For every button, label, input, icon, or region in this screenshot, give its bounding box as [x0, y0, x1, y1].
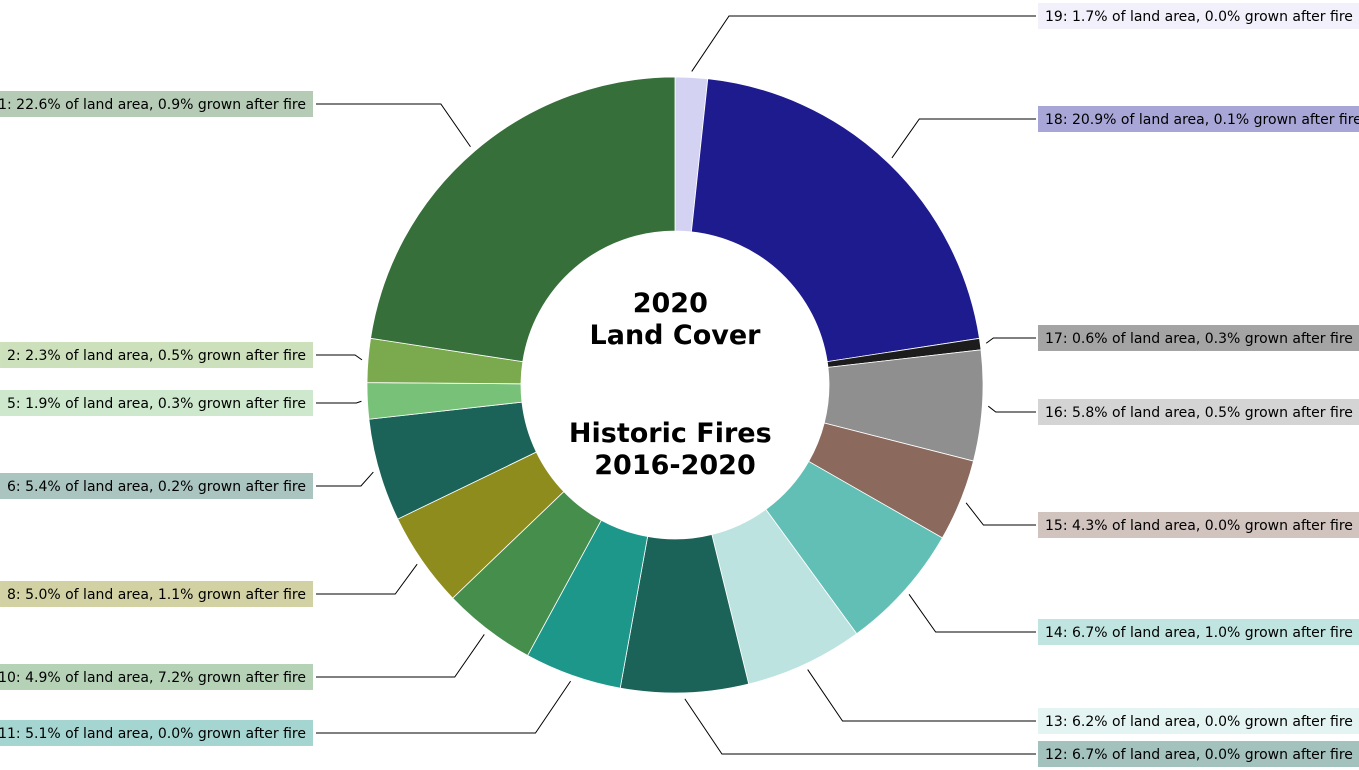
- leader-line-5: [316, 400, 362, 404]
- slice-label-box-11: [0, 720, 313, 746]
- center-title-top-line1: 2020: [633, 288, 708, 319]
- leader-line-8: [316, 563, 418, 595]
- slice-label-box-12: [1038, 741, 1359, 767]
- slice-label-box-1: [0, 91, 313, 117]
- slice-label-box-16: [1038, 399, 1359, 425]
- slice-label-18: 18: 20.9% of land area, 0.1% grown after…: [1038, 106, 1359, 132]
- slice-label-2: 2: 2.3% of land area, 0.5% grown after f…: [0, 342, 313, 368]
- leader-line-10: [316, 634, 485, 678]
- leader-line-16: [987, 405, 1036, 413]
- slice-label-text-5: 5: 1.9% of land area, 0.3% grown after f…: [7, 396, 306, 412]
- slice-label-1: 1: 22.6% of land area, 0.9% grown after …: [0, 91, 313, 117]
- slice-label-box-2: [0, 342, 313, 368]
- leader-line-18: [891, 118, 1036, 159]
- slice-label-10: 10: 4.9% of land area, 7.2% grown after …: [0, 664, 313, 690]
- slice-label-box-15: [1038, 512, 1359, 538]
- slice-label-text-6: 6: 5.4% of land area, 0.2% grown after f…: [7, 479, 306, 495]
- slice-label-12: 12: 6.7% of land area, 0.0% grown after …: [1038, 741, 1359, 767]
- slice-label-text-16: 16: 5.8% of land area, 0.5% grown after …: [1045, 405, 1353, 421]
- slice-label-text-15: 15: 4.3% of land area, 0.0% grown after …: [1045, 518, 1353, 534]
- leader-line-13: [807, 669, 1036, 722]
- slice-label-16: 16: 5.8% of land area, 0.5% grown after …: [1038, 399, 1359, 425]
- slice-label-text-13: 13: 6.2% of land area, 0.0% grown after …: [1045, 714, 1353, 730]
- slice-label-box-18: [1038, 106, 1359, 132]
- slice-label-box-5: [0, 390, 313, 416]
- leader-line-14: [908, 594, 1036, 633]
- slice-label-17: 17: 0.6% of land area, 0.3% grown after …: [1038, 325, 1359, 351]
- slice-label-text-2: 2: 2.3% of land area, 0.5% grown after f…: [7, 348, 306, 364]
- donut-wedges: [366, 76, 984, 694]
- slice-label-text-8: 8: 5.0% of land area, 1.1% grown after f…: [7, 587, 306, 603]
- leader-line-1: [316, 103, 471, 148]
- center-title-top: 2020 Land Cover: [590, 288, 762, 351]
- leader-line-15: [965, 502, 1036, 526]
- center-title-bottom: Historic Fires 2016-2020: [569, 418, 781, 481]
- slice-label-text-19: 19: 1.7% of land area, 0.0% grown after …: [1045, 9, 1353, 25]
- slice-label-text-17: 17: 0.6% of land area, 0.3% grown after …: [1045, 331, 1353, 347]
- slice-label-box-17: [1038, 325, 1359, 351]
- leader-line-2: [316, 354, 363, 361]
- slice-label-box-19: [1038, 3, 1359, 29]
- leader-line-17: [985, 337, 1036, 344]
- slice-label-text-14: 14: 6.7% of land area, 1.0% grown after …: [1045, 625, 1353, 641]
- slice-label-19: 19: 1.7% of land area, 0.0% grown after …: [1038, 3, 1359, 29]
- slice-label-14: 14: 6.7% of land area, 1.0% grown after …: [1038, 619, 1359, 645]
- wedge-1: [370, 76, 676, 363]
- slice-labels: 19: 1.7% of land area, 0.0% grown after …: [0, 3, 1359, 767]
- center-title-bottom-line2: 2016-2020: [594, 450, 756, 481]
- wedge-18: [690, 78, 980, 363]
- center-title-top-line2: Land Cover: [590, 320, 762, 351]
- slice-label-11: 11: 5.1% of land area, 0.0% grown after …: [0, 720, 313, 746]
- slice-label-6: 6: 5.4% of land area, 0.2% grown after f…: [0, 473, 313, 499]
- center-title-bottom-line1: Historic Fires: [569, 418, 772, 449]
- slice-label-text-1: 1: 22.6% of land area, 0.9% grown after …: [0, 97, 306, 113]
- slice-label-text-18: 18: 20.9% of land area, 0.1% grown after…: [1045, 112, 1359, 128]
- leader-line-12: [684, 698, 1036, 755]
- slice-label-text-12: 12: 6.7% of land area, 0.0% grown after …: [1045, 747, 1353, 763]
- slice-label-box-8: [0, 581, 313, 607]
- slice-label-box-10: [0, 664, 313, 690]
- slice-label-5: 5: 1.9% of land area, 0.3% grown after f…: [0, 390, 313, 416]
- leader-line-19: [691, 15, 1036, 72]
- leader-line-11: [316, 680, 572, 734]
- slice-label-box-14: [1038, 619, 1359, 645]
- slice-label-8: 8: 5.0% of land area, 1.1% grown after f…: [0, 581, 313, 607]
- slice-label-text-11: 11: 5.1% of land area, 0.0% grown after …: [0, 726, 306, 742]
- leader-line-6: [316, 471, 374, 487]
- slice-label-text-10: 10: 4.9% of land area, 7.2% grown after …: [0, 670, 306, 686]
- slice-label-box-13: [1038, 708, 1359, 734]
- slice-label-13: 13: 6.2% of land area, 0.0% grown after …: [1038, 708, 1359, 734]
- slice-label-box-6: [0, 473, 313, 499]
- leader-lines: [316, 15, 1036, 755]
- slice-label-15: 15: 4.3% of land area, 0.0% grown after …: [1038, 512, 1359, 538]
